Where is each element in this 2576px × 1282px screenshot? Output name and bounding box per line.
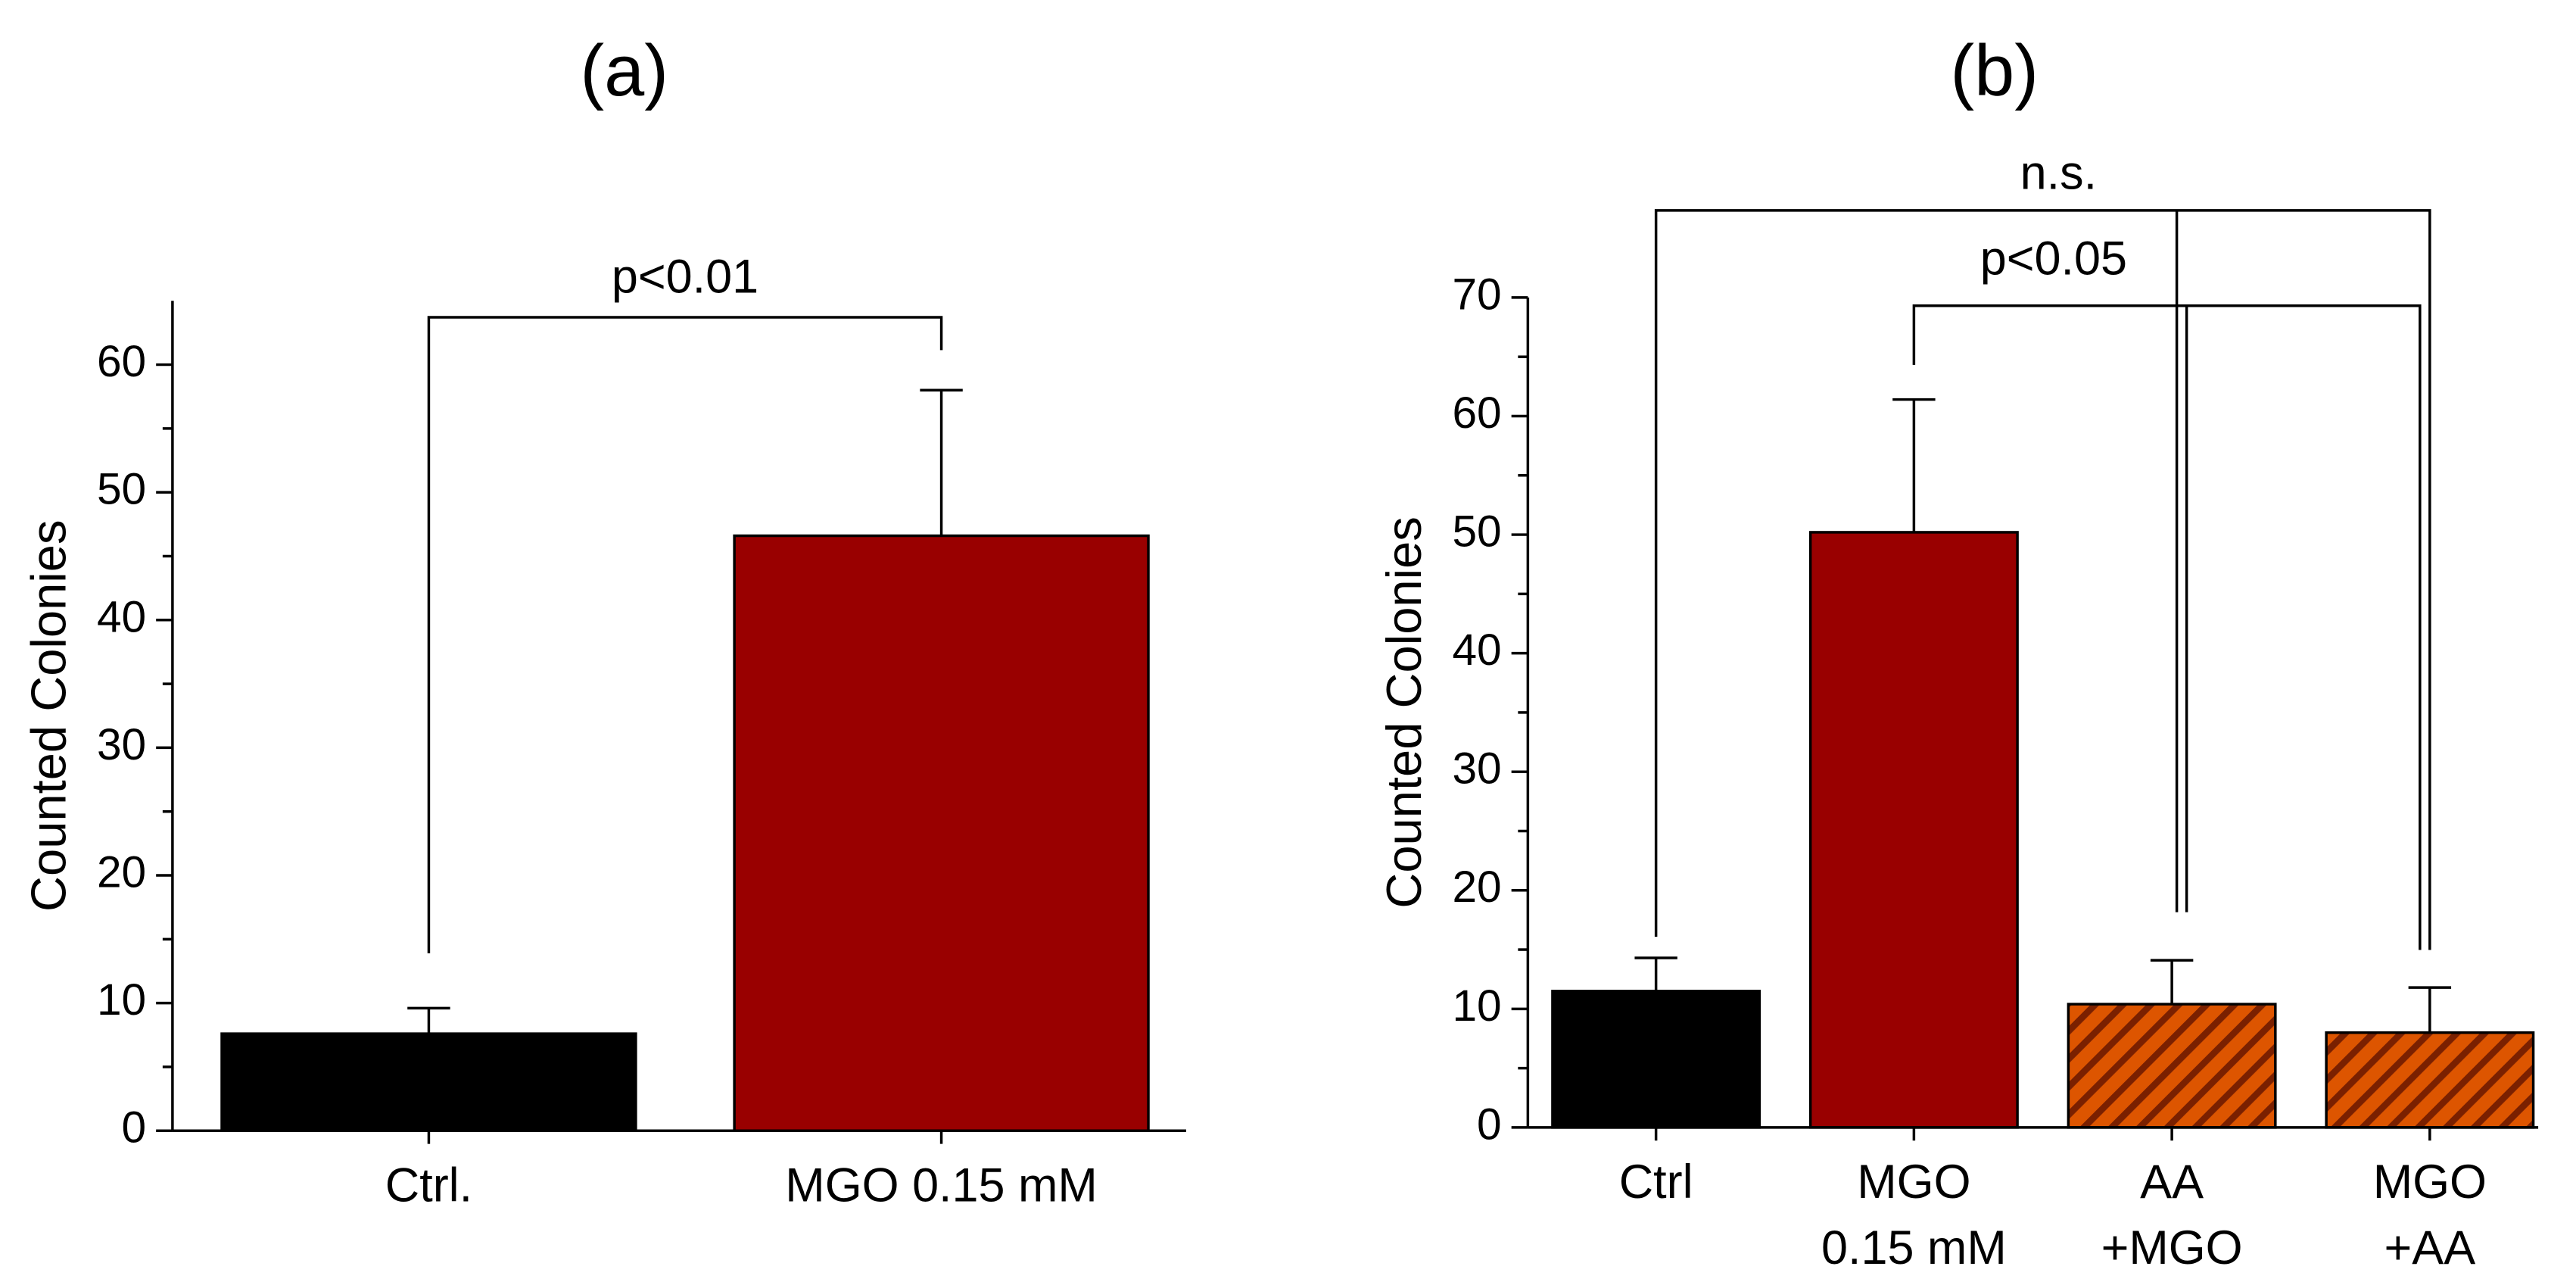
- y-tick-label: 10: [97, 975, 146, 1025]
- chart-title: (b): [1950, 31, 2039, 111]
- x-tick-label: MGO 0.15 mM: [1821, 1156, 2007, 1274]
- y-tick-label: 40: [97, 592, 146, 641]
- y-tick-label: 10: [1452, 981, 1501, 1031]
- y-tick-label: 60: [1452, 388, 1501, 438]
- bar: [1551, 990, 1761, 1129]
- bar: [2325, 1031, 2535, 1129]
- y-tick-label: 0: [122, 1103, 147, 1153]
- y-tick-label: 20: [1452, 862, 1501, 912]
- annotation: n.s.: [2020, 147, 2097, 200]
- y-tick-label: 30: [97, 720, 146, 769]
- y-axis-label: Counted Colonies: [21, 520, 76, 912]
- chart-title: (a): [580, 31, 668, 111]
- significance-bracket: [1912, 304, 2422, 950]
- x-tick-label: MGO +AA: [2373, 1156, 2487, 1274]
- y-tick-label: 20: [97, 847, 146, 897]
- x-tick-label: MGO 0.15 mM: [785, 1159, 1098, 1212]
- bar: [2067, 1003, 2277, 1129]
- y-axis-label: Counted Colonies: [1376, 516, 1431, 908]
- y-tick-label: 50: [1452, 507, 1501, 557]
- bar: [733, 534, 1150, 1132]
- bar: [220, 1032, 637, 1132]
- bar: [1808, 531, 2019, 1129]
- annotation: p<0.01: [612, 250, 758, 303]
- x-tick-label: Ctrl: [1619, 1156, 1693, 1209]
- significance-bracket: [1654, 209, 2431, 950]
- annotation: p<0.05: [1980, 232, 2127, 285]
- y-tick-label: 70: [1452, 270, 1501, 319]
- x-tick-label: AA +MGO: [2101, 1156, 2243, 1274]
- y-tick-label: 60: [97, 337, 146, 386]
- y-tick-label: 30: [1452, 744, 1501, 794]
- x-tick-label: Ctrl.: [385, 1159, 472, 1212]
- y-tick-label: 0: [1477, 1100, 1502, 1149]
- y-tick-label: 50: [97, 465, 146, 514]
- y-tick-label: 40: [1452, 625, 1501, 675]
- significance-bracket: [427, 316, 943, 953]
